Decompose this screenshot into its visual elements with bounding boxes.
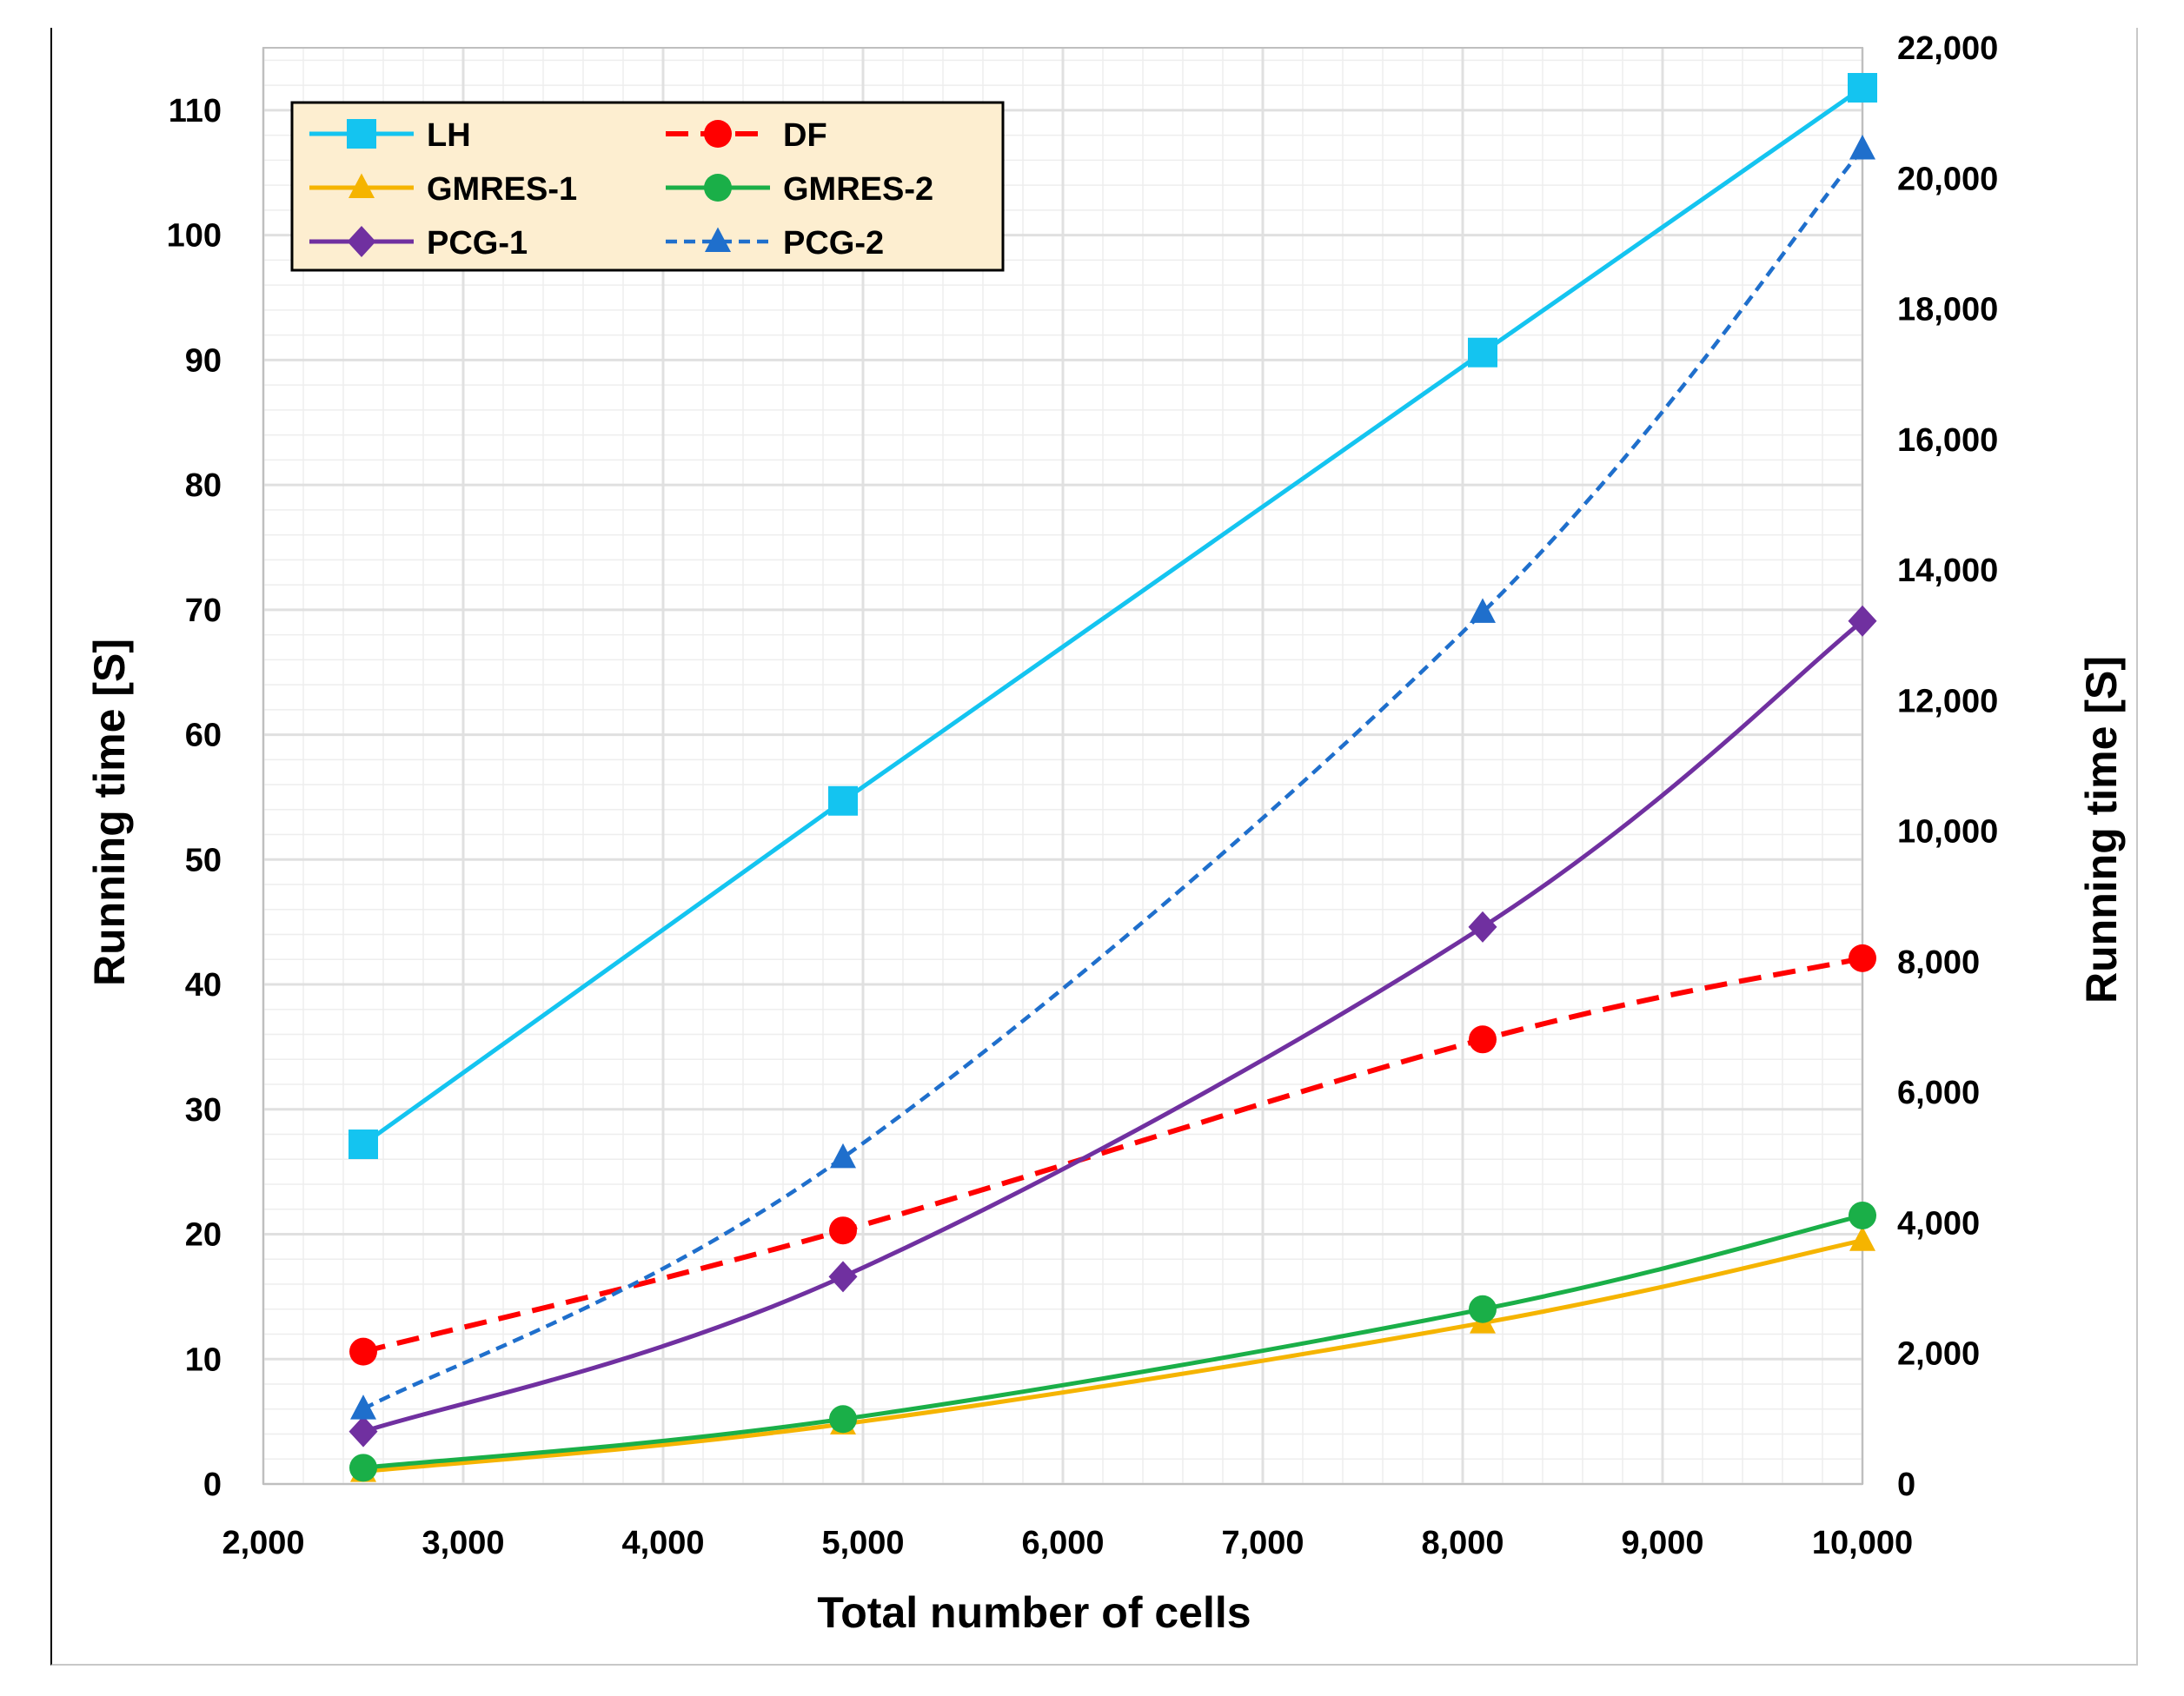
data-point-pcg-2 xyxy=(1849,134,1875,160)
y-left-tick-label: 80 xyxy=(185,467,222,504)
legend-label: GMRES-2 xyxy=(783,171,933,208)
data-point-pcg-1 xyxy=(828,1261,858,1293)
data-point-pcg-1 xyxy=(349,1415,378,1448)
y-left-tick-label: 0 xyxy=(203,1467,222,1503)
data-point-pcg-2 xyxy=(350,1395,376,1420)
y-left-tick-label: 90 xyxy=(185,342,222,379)
y-left-tick-label: 20 xyxy=(185,1217,222,1254)
series-pcg-2 xyxy=(350,134,1875,1420)
legend-entry-gmres-2: GMRES-2 xyxy=(666,171,933,208)
legend-label: GMRES-1 xyxy=(427,171,577,208)
series-group xyxy=(349,72,1877,1482)
series-line-df xyxy=(362,955,1863,1355)
data-point-lh xyxy=(349,1130,378,1160)
legend-entry-gmres-1: GMRES-1 xyxy=(309,171,577,208)
y-left-axis-ticks: 0 10 20 30 40 50 60 70 80 90 100 110 xyxy=(167,93,222,1503)
data-point-pcg-1 xyxy=(1848,605,1877,637)
x-tick-label: 7,000 xyxy=(1221,1525,1304,1561)
legend-label: PCG-2 xyxy=(783,225,884,262)
x-tick-label: 6,000 xyxy=(1021,1525,1104,1561)
y-right-axis-ticks: 0 2,000 4,000 6,000 8,000 10,000 12,000 14,000 1… xyxy=(1897,30,1998,1503)
data-point-lh xyxy=(1848,72,1877,103)
data-point-df xyxy=(1469,1025,1497,1054)
data-point-gmres-2 xyxy=(1469,1295,1497,1323)
legend-entry-pcg-2: PCG-2 xyxy=(666,225,884,262)
y-right-tick-label: 8,000 xyxy=(1897,944,1980,981)
legend-entry-df: DF xyxy=(666,117,827,154)
series-lh xyxy=(349,72,1877,1160)
x-axis-label: Total number of cells xyxy=(817,1588,1251,1637)
data-point-pcg-2 xyxy=(830,1143,856,1169)
x-tick-label: 5,000 xyxy=(821,1525,904,1561)
y-right-tick-label: 0 xyxy=(1897,1467,1915,1503)
series-line-gmres-2 xyxy=(362,1213,1863,1470)
legend-swatch-marker xyxy=(347,226,376,257)
legend-swatch-marker xyxy=(349,173,375,198)
legend-entry-lh: LH xyxy=(309,117,471,154)
data-point-lh xyxy=(828,785,858,816)
legend-swatch-marker xyxy=(704,120,732,148)
x-tick-label: 4,000 xyxy=(621,1525,704,1561)
x-tick-label: 10,000 xyxy=(1812,1525,1913,1561)
data-point-gmres-2 xyxy=(829,1405,857,1434)
legend-entry-pcg-1: PCG-1 xyxy=(309,225,528,262)
y-right-tick-label: 16,000 xyxy=(1897,422,1998,459)
y-right-tick-label: 22,000 xyxy=(1897,30,1998,67)
data-point-pcg-1 xyxy=(1468,911,1497,943)
y-left-tick-label: 110 xyxy=(169,93,222,129)
legend-swatch-marker xyxy=(347,119,376,149)
data-point-lh xyxy=(1468,337,1497,368)
series-line-gmres-1 xyxy=(362,1238,1863,1474)
y-left-tick-label: 100 xyxy=(167,218,222,255)
y-right-tick-label: 2,000 xyxy=(1897,1336,1980,1373)
y-right-tick-label: 20,000 xyxy=(1897,161,1998,197)
y-right-tick-label: 10,000 xyxy=(1897,814,1998,851)
y-right-tick-label: 18,000 xyxy=(1897,292,1998,328)
x-tick-label: 9,000 xyxy=(1621,1525,1703,1561)
legend-label: DF xyxy=(783,117,827,154)
data-point-df xyxy=(1849,944,1876,972)
x-tick-label: 3,000 xyxy=(422,1525,504,1561)
data-point-df xyxy=(829,1216,857,1245)
chart-frame xyxy=(50,28,2138,1666)
series-df xyxy=(349,944,1876,1366)
data-point-gmres-2 xyxy=(1849,1201,1876,1229)
series-pcg-1 xyxy=(349,605,1877,1448)
y-left-tick-label: 30 xyxy=(185,1092,222,1129)
legend-swatch-marker xyxy=(705,227,731,252)
legend-label: PCG-1 xyxy=(427,225,528,262)
x-tick-label: 2,000 xyxy=(222,1525,304,1561)
y-right-tick-label: 4,000 xyxy=(1897,1205,1980,1242)
y-right-axis-label: Running time [S] xyxy=(2077,656,2126,1004)
y-right-tick-label: 14,000 xyxy=(1897,553,1998,589)
legend-swatch-marker xyxy=(704,174,732,202)
x-tick-label: 8,000 xyxy=(1421,1525,1504,1561)
series-line-pcg-1 xyxy=(362,619,1864,1434)
series-line-lh xyxy=(362,85,1864,1147)
y-right-tick-label: 12,000 xyxy=(1897,683,1998,719)
legend: LH DF GMRES-1 GMRES-2 PCG-1 PCG-2 xyxy=(290,101,1005,272)
data-point-pcg-2 xyxy=(1470,598,1496,623)
y-left-axis-label: Running time [S] xyxy=(85,639,134,986)
y-left-tick-label: 70 xyxy=(185,593,222,629)
series-gmres-2 xyxy=(349,1201,1876,1482)
legend-label: LH xyxy=(427,117,471,154)
y-left-tick-label: 40 xyxy=(185,967,222,1004)
x-axis-ticks: 2,000 3,000 4,000 5,000 6,000 7,000 8,000 9,000… xyxy=(222,1525,1913,1561)
plot-area-border xyxy=(262,47,1863,1485)
series-line-pcg-2 xyxy=(362,148,1864,1411)
y-left-tick-label: 60 xyxy=(185,718,222,754)
series-gmres-1 xyxy=(350,1226,1875,1482)
y-left-tick-label: 50 xyxy=(185,842,222,878)
y-left-tick-label: 10 xyxy=(185,1342,222,1378)
data-point-gmres-1 xyxy=(1849,1226,1875,1251)
y-right-tick-label: 6,000 xyxy=(1897,1075,1980,1111)
data-point-gmres-2 xyxy=(349,1454,377,1482)
data-point-df xyxy=(349,1337,377,1366)
